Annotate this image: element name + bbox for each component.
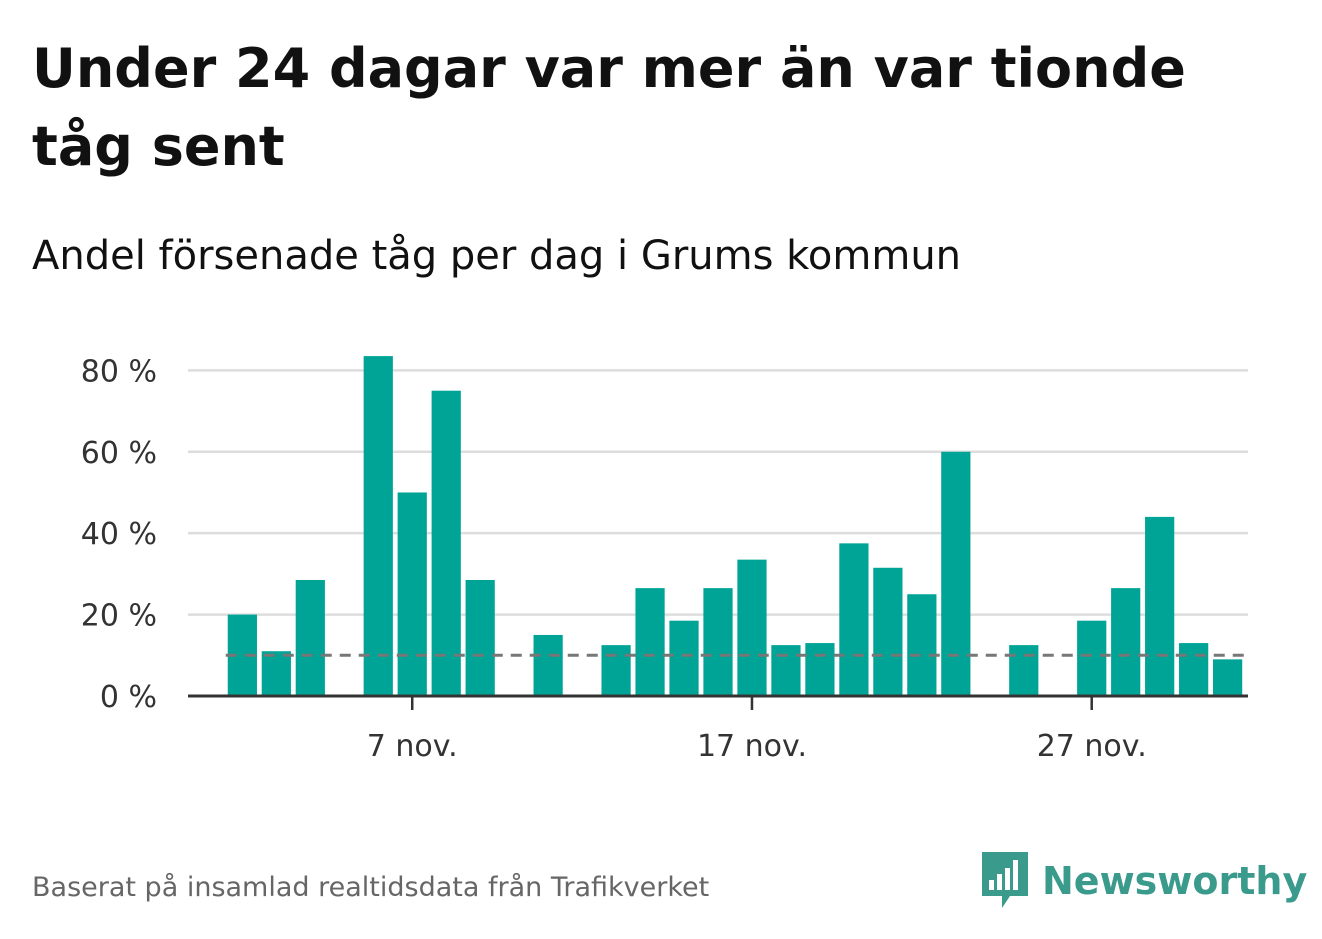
bar: [1145, 516, 1175, 696]
bar: [465, 579, 495, 696]
y-tick-label: 0 %: [100, 680, 157, 715]
bar: [397, 492, 427, 696]
bar: [1009, 645, 1039, 696]
y-tick-label: 60 %: [81, 436, 157, 471]
bar: [601, 645, 631, 696]
x-tick-label: 27 nov.: [1037, 729, 1147, 764]
bar: [261, 651, 291, 696]
bar: [295, 579, 325, 696]
bar: [771, 645, 801, 696]
x-tick-label: 7 nov.: [367, 729, 458, 764]
bar: [805, 643, 835, 696]
chart-title: Under 24 dagar var mer än var tionde tåg…: [32, 37, 1186, 178]
brand-name: Newsworthy: [1042, 859, 1308, 903]
newsworthy-logo-icon: [982, 852, 1028, 908]
bar: [737, 559, 767, 696]
bar: [635, 588, 665, 696]
grid-lines: [188, 369, 1248, 616]
bar: [839, 543, 869, 696]
y-tick-label: 40 %: [81, 517, 157, 552]
y-tick-label: 80 %: [81, 354, 157, 389]
bar: [533, 634, 563, 696]
bar: [1213, 659, 1243, 696]
bar: [363, 356, 393, 696]
y-tick-label: 20 %: [81, 599, 157, 634]
tick-labels: 0 % 20 % 40 % 60 % 80 % 7 nov. 17 nov. 27 nov.: [81, 354, 1147, 764]
bar: [1179, 643, 1209, 696]
bar: [669, 620, 699, 696]
axes: [188, 694, 1248, 710]
bars: [227, 356, 1243, 696]
bar: [1077, 620, 1107, 696]
bar: [1111, 588, 1141, 696]
bar-chart: 0 % 20 % 40 % 60 % 80 % 7 nov. 17 nov. 27 nov.: [81, 354, 1248, 764]
bar: [703, 588, 733, 696]
bar: [873, 567, 903, 696]
chart-subtitle: Andel försenade tåg per dag i Grums komm…: [32, 233, 962, 279]
bar: [907, 594, 937, 696]
bar: [941, 451, 971, 696]
bar: [431, 390, 461, 696]
brand-logo: Newsworthy: [980, 850, 1307, 912]
x-tick-label: 17 nov.: [697, 729, 807, 764]
source-note: Baserat på insamlad realtidsdata från Tr…: [32, 872, 710, 903]
